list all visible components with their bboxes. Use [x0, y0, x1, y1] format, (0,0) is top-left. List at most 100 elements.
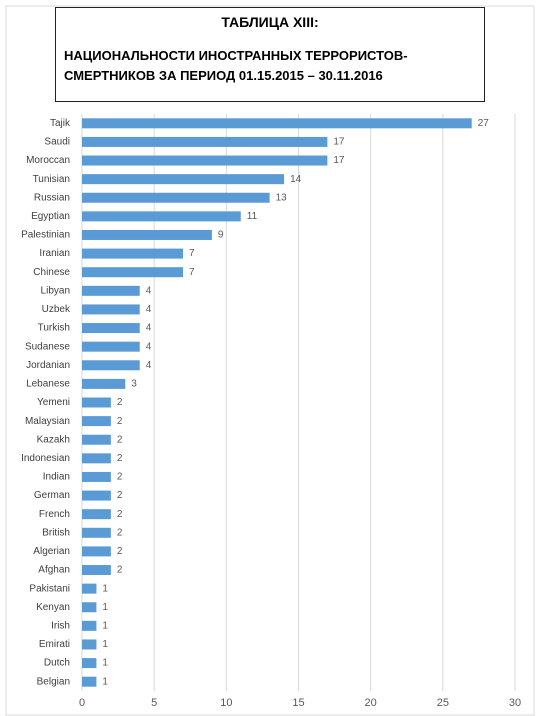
value-label: 11: [247, 211, 258, 222]
y-tick-label: Uzbek: [42, 304, 71, 315]
value-label: 13: [276, 192, 288, 203]
value-label: 1: [102, 583, 108, 594]
chart-title: ТАБЛИЦА XIII:: [221, 14, 319, 30]
bar: [82, 453, 111, 464]
y-tick-label: Belgian: [37, 676, 70, 687]
bar: [82, 527, 111, 538]
value-label: 4: [146, 285, 152, 296]
bar: [82, 565, 111, 576]
value-label: 1: [102, 620, 108, 631]
bar: [82, 285, 140, 296]
bar: [82, 229, 212, 240]
y-tick-label: Irish: [51, 620, 70, 631]
value-label: 7: [189, 267, 195, 278]
y-tick-label: Chinese: [33, 267, 70, 278]
y-tick-label: Palestinian: [21, 230, 70, 241]
value-label: 7: [189, 248, 195, 259]
bar: [82, 248, 184, 259]
value-label: 2: [117, 509, 123, 520]
value-label: 2: [117, 490, 123, 501]
value-label: 9: [218, 230, 224, 241]
x-tick-label: 25: [437, 697, 449, 709]
y-tick-label: British: [42, 527, 70, 538]
y-tick-label: German: [34, 490, 70, 501]
bar: [82, 546, 111, 557]
value-label: 4: [146, 360, 152, 371]
bar: [82, 471, 111, 482]
y-tick-label: Emirati: [39, 639, 70, 650]
value-label: 3: [131, 379, 137, 390]
value-label: 2: [117, 397, 123, 408]
bar: [82, 639, 97, 650]
bar: [82, 676, 97, 687]
value-label: 2: [117, 565, 123, 576]
bar: [82, 620, 97, 631]
bar: [82, 118, 472, 129]
title-box: ТАБЛИЦА XIII: НАЦИОНАЛЬНОСТИ ИНОСТРАННЫХ…: [55, 7, 485, 102]
y-tick-label: Indian: [43, 472, 70, 483]
bar: [82, 267, 184, 278]
y-tick-label: Libyan: [41, 285, 70, 296]
y-tick-label: Yemeni: [37, 397, 70, 408]
bar: [82, 583, 97, 594]
bar: [82, 416, 111, 427]
value-label: 2: [117, 472, 123, 483]
bar: [82, 378, 126, 389]
y-tick-label: Algerian: [33, 546, 70, 557]
value-label: 2: [117, 546, 123, 557]
bar: [82, 397, 111, 408]
y-tick-label: Jordanian: [26, 360, 70, 371]
y-tick-label: Moroccan: [26, 155, 70, 166]
value-label: 2: [117, 527, 123, 538]
y-tick-label: Egyptian: [31, 211, 70, 222]
x-tick-label: 15: [292, 697, 304, 709]
value-label: 14: [290, 174, 302, 185]
y-tick-label: Iranian: [39, 248, 70, 259]
value-label: 4: [146, 304, 152, 315]
y-tick-label: Russian: [34, 192, 70, 203]
bar: [82, 341, 140, 352]
chart-border: [5, 5, 535, 716]
x-tick-label: 20: [365, 697, 377, 709]
value-label: 2: [117, 434, 123, 445]
value-label: 1: [102, 639, 108, 650]
y-tick-label: Kenyan: [36, 602, 70, 613]
bar: [82, 658, 97, 669]
y-tick-label: Saudi: [44, 137, 70, 148]
value-label: 17: [333, 137, 345, 148]
value-label: 17: [333, 155, 345, 166]
value-label: 1: [102, 602, 108, 613]
bar: [82, 360, 140, 371]
x-tick-label: 30: [509, 697, 521, 709]
y-tick-label: Tunisian: [33, 174, 70, 185]
bar: [82, 155, 328, 166]
x-tick-label: 0: [79, 697, 85, 709]
y-tick-label: Malaysian: [25, 416, 70, 427]
y-tick-label: Pakistani: [29, 583, 70, 594]
value-label: 1: [102, 676, 108, 687]
bar: [82, 323, 140, 334]
chart-subtitle: НАЦИОНАЛЬНОСТИ ИНОСТРАННЫХ ТЕРРОРИСТОВ-С…: [64, 48, 408, 83]
y-tick-label: Turkish: [38, 323, 70, 334]
value-label: 1: [102, 658, 108, 669]
value-label: 27: [478, 118, 490, 129]
value-label: 2: [117, 416, 123, 427]
y-tick-label: Sudanese: [25, 341, 70, 352]
y-tick-label: Tajik: [50, 118, 71, 129]
bar: [82, 509, 111, 520]
value-label: 2: [117, 453, 123, 464]
bar: [82, 136, 328, 147]
value-label: 4: [146, 341, 152, 352]
x-tick-label: 5: [151, 697, 157, 709]
bar: [82, 211, 241, 222]
y-tick-label: French: [39, 509, 70, 520]
y-tick-label: Lebanese: [26, 379, 70, 390]
y-tick-label: Indonesian: [21, 453, 70, 464]
bar: [82, 602, 97, 613]
bar: [82, 490, 111, 501]
y-tick-label: Dutch: [44, 658, 70, 669]
bar: [82, 174, 285, 185]
y-tick-label: Kazakh: [37, 434, 70, 445]
